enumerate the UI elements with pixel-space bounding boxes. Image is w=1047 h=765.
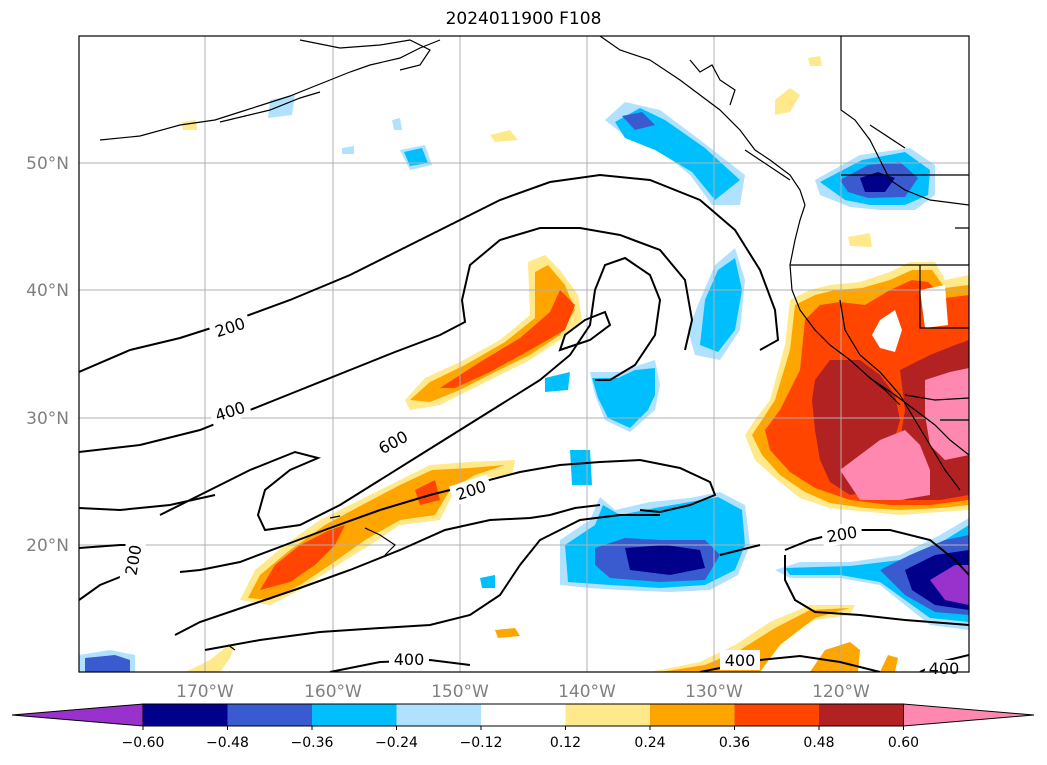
latitude-labels: 50°N 40°N 30°N 20°N bbox=[26, 154, 69, 556]
lat-label: 20°N bbox=[26, 536, 69, 556]
graticule bbox=[79, 36, 969, 672]
colorbar-segment bbox=[734, 704, 819, 726]
colorbar-extend-low bbox=[11, 703, 144, 727]
colorbar-tick-label: −0.36 bbox=[291, 735, 334, 751]
colorbar-tick-label: 0.12 bbox=[550, 735, 581, 751]
coastlines bbox=[99, 36, 969, 651]
colorbar-tick-label: 0.60 bbox=[888, 735, 919, 751]
colorbar: −0.60 −0.48 −0.36 −0.24 −0.12 0.12 0.24 0.36 0.4… bbox=[11, 703, 1035, 751]
positive-shading bbox=[182, 56, 969, 672]
colorbar-segment bbox=[396, 704, 481, 726]
colorbar-segment bbox=[565, 704, 650, 726]
contour-label: 400 bbox=[394, 650, 425, 669]
contour-label-layer: 200 400 600 200 200 200 400 400 400 bbox=[119, 311, 965, 678]
colorbar-tick-label: 0.48 bbox=[803, 735, 834, 751]
contour-label: 200 bbox=[213, 314, 248, 342]
colorbar-segment bbox=[481, 704, 566, 726]
map-title: 2024011900 F108 bbox=[445, 9, 602, 29]
lon-label: 170°W bbox=[176, 682, 234, 702]
lon-label: 150°W bbox=[431, 682, 489, 702]
plot-frame bbox=[78, 35, 970, 673]
contour-label: 400 bbox=[929, 659, 960, 678]
lon-label: 120°W bbox=[812, 682, 870, 702]
colorbar-tick-label: 0.36 bbox=[719, 735, 750, 751]
lat-label: 30°N bbox=[26, 409, 69, 429]
colorbar-tick-label: −0.12 bbox=[460, 735, 503, 751]
colorbar-tick-label: −0.60 bbox=[122, 735, 165, 751]
lon-label: 140°W bbox=[558, 682, 616, 702]
lon-label: 130°W bbox=[685, 682, 743, 702]
colorbar-segment bbox=[819, 704, 904, 726]
contour-label: 200 bbox=[121, 543, 145, 576]
contour-label: 200 bbox=[825, 522, 858, 546]
colorbar-tick-label: 0.24 bbox=[634, 735, 665, 751]
colorbar-segment bbox=[650, 704, 735, 726]
shading-layer bbox=[79, 56, 969, 672]
lon-label: 160°W bbox=[304, 682, 362, 702]
lat-label: 50°N bbox=[26, 154, 69, 174]
colorbar-extend-high bbox=[903, 703, 1035, 727]
colorbar-segment bbox=[143, 704, 228, 726]
longitude-labels: 170°W 160°W 150°W 140°W 130°W 120°W bbox=[176, 682, 870, 702]
colorbar-segment bbox=[227, 704, 312, 726]
colorbar-tick-label: −0.48 bbox=[206, 735, 249, 751]
lat-label: 40°N bbox=[26, 281, 69, 301]
contour-label: 400 bbox=[725, 651, 756, 670]
colorbar-outline bbox=[142, 703, 904, 727]
colorbar-segment bbox=[312, 704, 397, 726]
colorbar-tick-label: −0.24 bbox=[375, 735, 418, 751]
contour-label: 400 bbox=[213, 398, 248, 426]
